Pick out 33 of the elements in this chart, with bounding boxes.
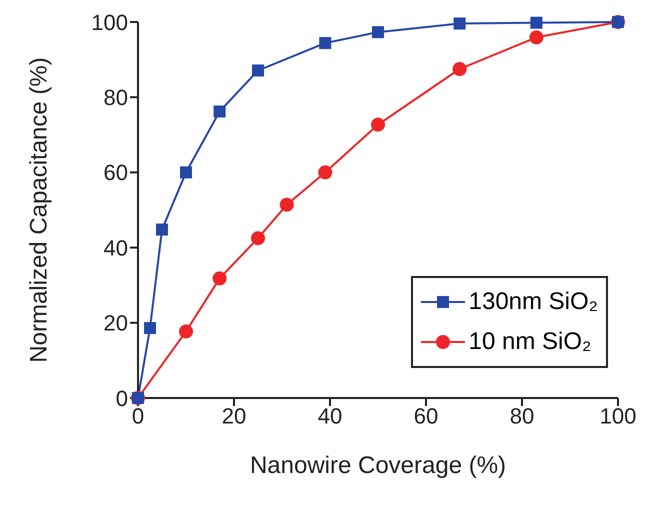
point (212, 271, 227, 286)
y-tick-label: 20 (104, 310, 128, 336)
y-tick-label: 40 (104, 235, 128, 260)
point (180, 166, 192, 178)
point (251, 231, 265, 246)
point (144, 322, 156, 334)
x-tick-label: 0 (132, 404, 144, 429)
point (454, 18, 466, 30)
point (318, 165, 332, 180)
y-tick-label: 60 (104, 160, 128, 186)
point (156, 224, 168, 236)
x-axis-title: Nanowire Coverage (%) (250, 452, 506, 479)
x-tick-label: 100 (600, 404, 636, 429)
point (319, 37, 332, 50)
point (529, 30, 544, 44)
point (214, 105, 226, 118)
legend-label: 130nm SiO₂ (468, 287, 598, 317)
y-axis-title: Normalized Capacitance (%) (26, 57, 53, 363)
x-tick-label: 60 (414, 404, 438, 429)
y-tick-label: 0 (116, 386, 128, 411)
legend-label: 10 nm SiO₂ (468, 327, 592, 357)
y-tick-label: 80 (104, 85, 128, 110)
x-tick-label: 40 (318, 404, 342, 429)
point (372, 26, 384, 38)
x-tick-label: 20 (222, 404, 246, 429)
point (530, 16, 542, 29)
y-tick-label: 100 (91, 10, 128, 35)
x-tick-label: 80 (510, 404, 534, 429)
point (280, 198, 294, 212)
point (371, 118, 385, 132)
point (452, 62, 467, 76)
point (179, 324, 193, 338)
point (252, 64, 264, 77)
